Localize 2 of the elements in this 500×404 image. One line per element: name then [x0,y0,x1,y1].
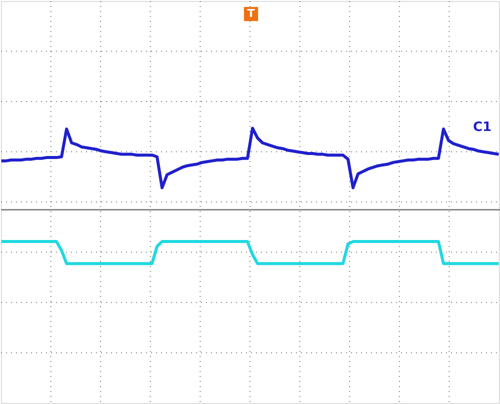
text: T [247,7,256,20]
annotation: C1 [473,120,492,135]
